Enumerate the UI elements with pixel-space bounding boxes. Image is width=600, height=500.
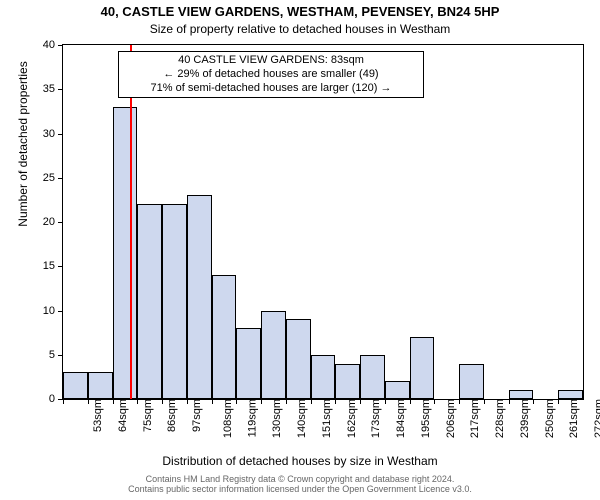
x-tick-label: 184sqm (391, 399, 407, 438)
x-tick (335, 399, 336, 404)
histogram-bar (187, 195, 212, 399)
y-tick-label: 35 (43, 83, 63, 95)
histogram-bar (286, 319, 311, 399)
x-tick (88, 399, 89, 404)
info-line-1: 40 CASTLE VIEW GARDENS: 83sqm (125, 54, 417, 68)
x-tick-label: 239sqm (515, 399, 531, 438)
x-tick (385, 399, 386, 404)
x-tick-label: 250sqm (540, 399, 556, 438)
histogram-bar (385, 381, 410, 399)
chart-subtitle: Size of property relative to detached ho… (0, 22, 600, 36)
x-tick (63, 399, 64, 404)
caption-line-1: Contains HM Land Registry data © Crown c… (0, 474, 600, 484)
histogram-bar (63, 372, 88, 399)
histogram-bar (212, 275, 237, 399)
chart-subtitle-text: Size of property relative to detached ho… (150, 22, 451, 36)
y-tick-label: 30 (43, 128, 63, 140)
x-tick (212, 399, 213, 404)
x-tick-label: 195sqm (416, 399, 432, 438)
x-tick-label: 272sqm (589, 399, 600, 438)
histogram-bar (509, 390, 534, 399)
y-tick-label: 5 (49, 349, 63, 361)
y-tick-label: 40 (43, 39, 63, 51)
x-tick-label: 75sqm (138, 399, 154, 432)
x-tick-label: 53sqm (88, 399, 104, 432)
caption-line-2: Contains public sector information licen… (0, 484, 600, 494)
histogram-bar (236, 328, 261, 399)
x-tick-label: 206sqm (441, 399, 457, 438)
x-tick (533, 399, 534, 404)
x-tick-label: 140sqm (292, 399, 308, 438)
y-tick-label: 0 (49, 393, 63, 405)
x-tick (236, 399, 237, 404)
histogram-bar (113, 107, 138, 399)
histogram-bar (311, 355, 336, 399)
y-tick-label: 25 (43, 172, 63, 184)
x-tick-label: 228sqm (490, 399, 506, 438)
histogram-bar (360, 355, 385, 399)
x-tick (162, 399, 163, 404)
x-tick (187, 399, 188, 404)
x-axis-label: Distribution of detached houses by size … (0, 454, 600, 468)
x-tick (558, 399, 559, 404)
histogram-bar (558, 390, 583, 399)
chart-container: 40, CASTLE VIEW GARDENS, WESTHAM, PEVENS… (0, 0, 600, 500)
histogram-bar (137, 204, 162, 399)
x-tick-label: 151sqm (317, 399, 333, 438)
y-tick-label: 10 (43, 305, 63, 317)
histogram-bar (88, 372, 113, 399)
x-tick-label: 97sqm (187, 399, 203, 432)
info-line-3: 71% of semi-detached houses are larger (… (125, 82, 417, 96)
x-tick-label: 173sqm (367, 399, 383, 438)
y-axis-label: Number of detached properties (16, 0, 30, 321)
x-tick-label: 261sqm (565, 399, 581, 438)
y-tick-label: 20 (43, 216, 63, 228)
plot-area: 40 CASTLE VIEW GARDENS: 83sqm ← 29% of d… (62, 44, 584, 400)
histogram-bar (261, 311, 286, 400)
x-tick-label: 86sqm (162, 399, 178, 432)
x-tick (311, 399, 312, 404)
caption: Contains HM Land Registry data © Crown c… (0, 474, 600, 494)
x-tick (484, 399, 485, 404)
x-tick-label: 130sqm (267, 399, 283, 438)
x-tick (360, 399, 361, 404)
x-axis-label-text: Distribution of detached houses by size … (162, 454, 437, 468)
x-tick-label: 119sqm (242, 399, 258, 437)
histogram-bar (335, 364, 360, 399)
chart-title: 40, CASTLE VIEW GARDENS, WESTHAM, PEVENS… (0, 4, 600, 19)
histogram-bar (459, 364, 484, 399)
x-tick-label: 217sqm (466, 399, 482, 438)
x-tick-label: 162sqm (342, 399, 358, 438)
x-tick-label: 64sqm (113, 399, 129, 432)
info-line-2: ← 29% of detached houses are smaller (49… (125, 68, 417, 82)
histogram-bar (162, 204, 187, 399)
x-tick (261, 399, 262, 404)
x-tick (459, 399, 460, 404)
chart-title-text: 40, CASTLE VIEW GARDENS, WESTHAM, PEVENS… (101, 4, 500, 19)
x-tick (113, 399, 114, 404)
y-tick-label: 15 (43, 260, 63, 272)
x-tick-label: 108sqm (218, 399, 234, 438)
info-box: 40 CASTLE VIEW GARDENS: 83sqm ← 29% of d… (118, 51, 424, 98)
x-tick (509, 399, 510, 404)
x-tick (410, 399, 411, 404)
histogram-bar (410, 337, 435, 399)
x-tick (137, 399, 138, 404)
x-tick (434, 399, 435, 404)
y-axis-label-text: Number of detached properties (16, 61, 30, 226)
x-tick (286, 399, 287, 404)
